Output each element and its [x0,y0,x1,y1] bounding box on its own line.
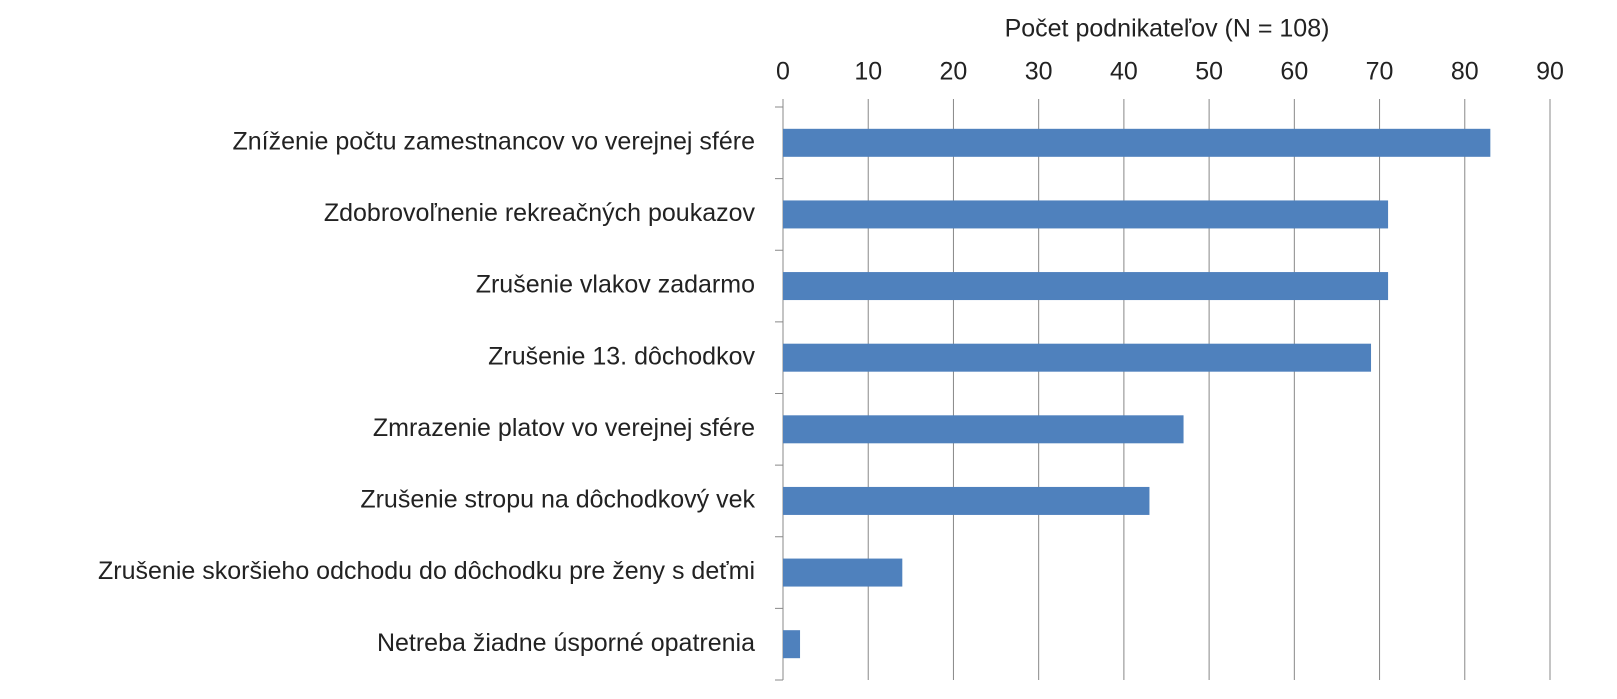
x-tick-label: 80 [1451,58,1479,86]
bar [783,272,1389,301]
x-tick-label: 0 [776,58,790,86]
bar [783,415,1184,444]
bar [783,128,1491,157]
x-tick-label: 30 [1025,58,1053,86]
x-tick-label: 20 [940,58,968,86]
bar [783,630,801,659]
y-tick-label: Zrušenie 13. dôchodkov [488,342,755,370]
x-tick-label: 50 [1195,58,1223,86]
x-tick-label: 70 [1366,58,1394,86]
x-tick-label: 40 [1110,58,1138,86]
x-tick-label: 10 [854,58,882,86]
x-tick-label: 90 [1536,58,1564,86]
y-tick-label: Zrušenie skoršieho odchodu do dôchodku p… [98,557,755,585]
y-tick-label: Zdobrovoľnenie rekreačných poukazov [324,199,756,227]
y-tick-label: Zrušenie stropu na dôchodkový vek [360,486,755,514]
bar [783,343,1372,372]
bar [783,200,1389,229]
y-tick-label: Zrušenie vlakov zadarmo [476,271,755,299]
y-tick-label: Zmrazenie platov vo verejnej sfére [373,414,755,442]
bar [783,558,903,587]
axis-title: Počet podnikateľov (N = 108) [1005,15,1330,43]
y-tick-label: Netreba žiadne úsporné opatrenia [377,629,755,657]
bar [783,486,1150,515]
x-tick-label: 60 [1280,58,1308,86]
y-tick-label: Zníženie počtu zamestnancov vo verejnej … [233,127,756,155]
